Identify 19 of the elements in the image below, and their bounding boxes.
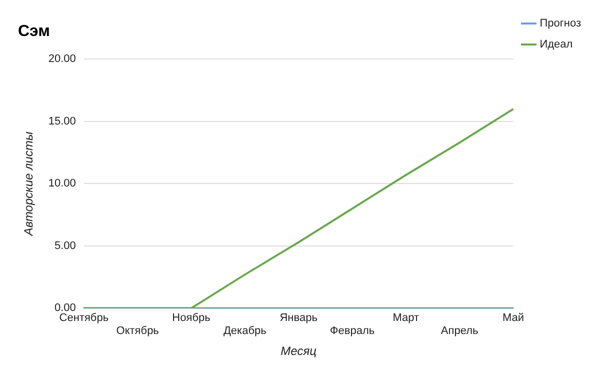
y-axis-title: Авторские листы [22,132,36,237]
y-tick-label: 0.00 [54,302,76,314]
legend-label: Идеал [540,38,573,51]
x-tick-label: Октябрь [116,325,160,338]
x-tick-label: Апрель [440,325,478,338]
y-tick-label: 5.00 [54,240,76,252]
y-tick-label: 20.00 [48,53,76,66]
y-tick-label: 15.00 [48,115,76,128]
x-tick-label: Март [392,312,420,324]
x-tick-label: Май [502,312,524,324]
x-tick-label: Сентябрь [59,312,109,324]
y-tick-label: 10.00 [48,178,76,190]
x-tick-label: Январь [280,312,318,324]
x-axis-title: Месяц [280,344,317,358]
legend-label: Прогноз [540,18,582,30]
x-tick-label: Декабрь [223,325,267,338]
chart-title: Сэм [18,23,50,40]
x-tick-label: Февраль [330,325,375,338]
x-tick-label: Ноябрь [172,312,211,324]
